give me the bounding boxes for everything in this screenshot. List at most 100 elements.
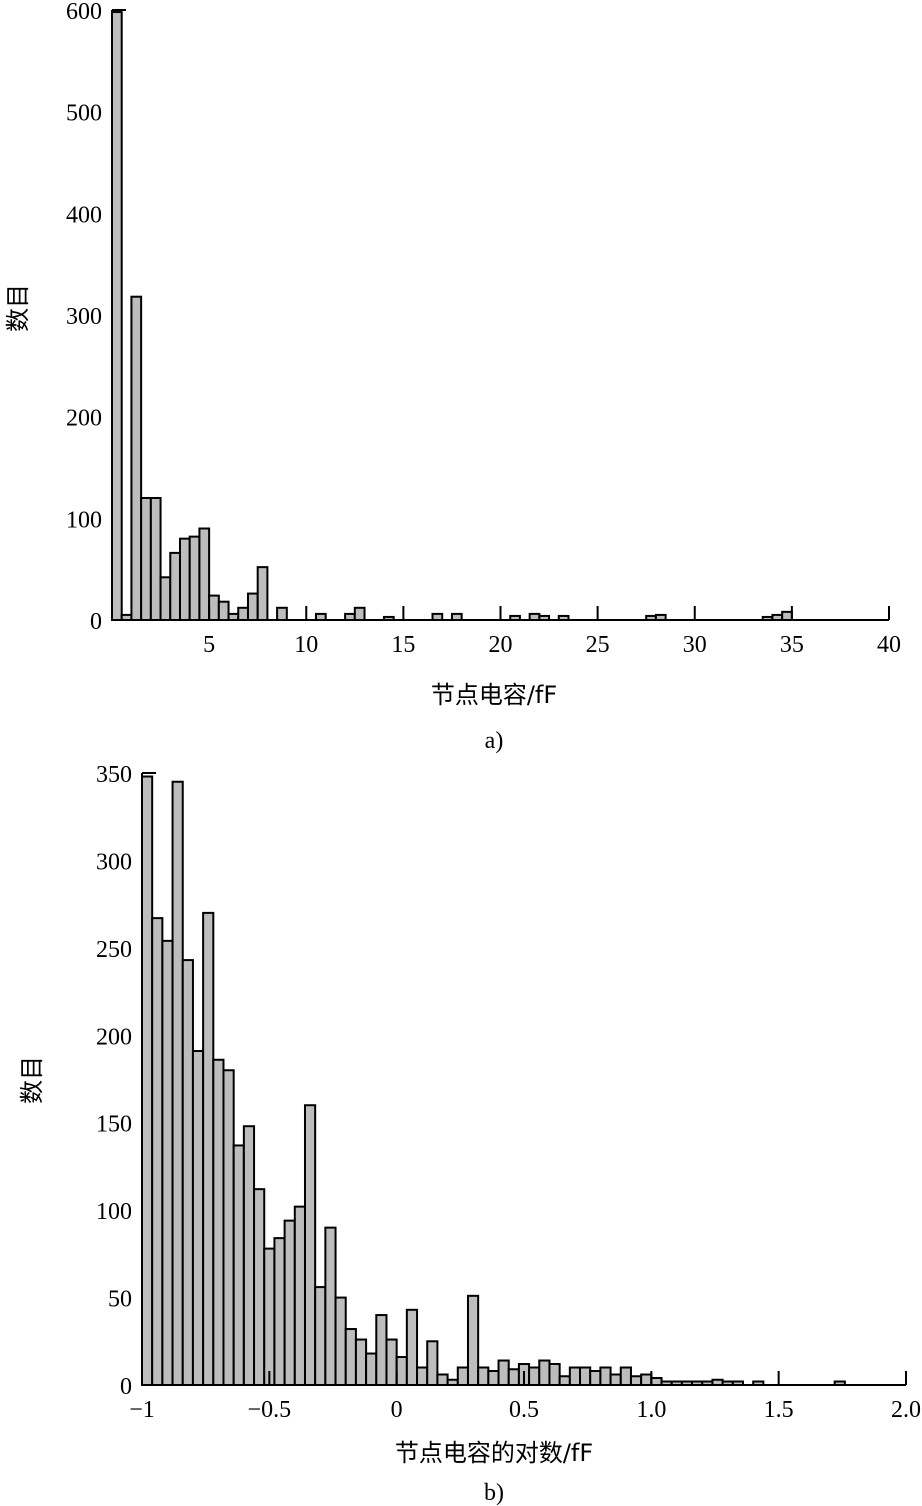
- histogram-b-bar: [497, 1359, 510, 1387]
- histogram-a-bar: [208, 594, 220, 621]
- histogram-b-y-tick-label: 0: [120, 1374, 132, 1400]
- histogram-b-y-tick-label: 250: [96, 937, 132, 963]
- histogram-a-x-tick-label: 40: [877, 632, 901, 658]
- histogram-b-x-tick-label: −1: [129, 1397, 155, 1423]
- histogram-b-bar: [589, 1370, 602, 1387]
- histogram-b-bar: [579, 1366, 592, 1386]
- histogram-a-bars: [111, 11, 793, 622]
- histogram-a-bar: [246, 592, 259, 621]
- histogram-a-bar: [237, 606, 249, 621]
- histogram-b-bar: [466, 1294, 480, 1387]
- histogram-a-bar: [149, 497, 162, 621]
- histogram-a-caption: a): [485, 728, 504, 754]
- histogram-a-x-tick-labels: 5 10 15 20 25 30 35 40: [203, 632, 901, 658]
- histogram-b-bar: [619, 1366, 632, 1386]
- histogram-b-y-tick-label: 350: [96, 762, 132, 788]
- histogram-a-bar: [198, 527, 211, 621]
- histogram-b-x-tick-label: 2.0: [891, 1397, 921, 1423]
- histogram-b-bar: [222, 1069, 235, 1387]
- histogram-b-bar: [334, 1296, 347, 1386]
- histogram-a-y-tick-label: 500: [66, 101, 102, 127]
- histogram-b-bar: [303, 1104, 317, 1386]
- histogram-a-bar: [188, 535, 201, 622]
- histogram-a-x-tick-label: 10: [294, 632, 318, 658]
- histogram-b-y-tick-label: 100: [96, 1199, 132, 1225]
- histogram-b-x-axis-label: 节点电容的对数/fF: [395, 1439, 593, 1467]
- histogram-b-bar: [405, 1308, 419, 1386]
- histogram-b-x-tick-label: 1.5: [764, 1397, 794, 1423]
- histogram-b: −1 −0.5 0 0.5 1.0 1.5 2.0 0 50 100 150 200 250 300 35…: [18, 762, 921, 1506]
- histogram-b-bar: [416, 1366, 429, 1386]
- histogram-b-bar: [568, 1366, 582, 1386]
- histogram-a-x-tick-label: 5: [203, 632, 215, 658]
- histogram-b-bar: [375, 1314, 388, 1386]
- histogram-a-y-tick-label: 200: [66, 406, 102, 432]
- histogram-a-y-tick-label: 400: [66, 202, 102, 228]
- histogram-b-y-tick-label: 200: [96, 1024, 132, 1050]
- histogram-a-y-axis-label: 数目: [4, 284, 32, 332]
- histogram-a-y-tick-labels: 0 100 200 300 400 500 600: [66, 0, 102, 635]
- histogram-b-axes: [141, 772, 907, 1386]
- histogram-a-bar: [111, 11, 123, 622]
- histogram-b-bar: [202, 911, 215, 1387]
- histogram-b-bar: [354, 1338, 368, 1386]
- histogram-b-bar: [293, 1205, 306, 1387]
- histogram-b-bars: [141, 775, 846, 1387]
- histogram-b-bar: [650, 1377, 663, 1387]
- histogram-a-axes: [111, 9, 890, 621]
- histogram-b-bar: [487, 1370, 500, 1387]
- histogram-b-bar: [161, 939, 174, 1386]
- histogram-a-bar: [256, 566, 269, 622]
- histogram-a-bar: [217, 600, 230, 622]
- histogram-b-x-tick-label: −0.5: [248, 1397, 292, 1423]
- histogram-b-bar: [528, 1366, 541, 1386]
- histogram-b-bar: [629, 1375, 643, 1387]
- histogram-a-y-tick-label: 0: [90, 609, 102, 635]
- histogram-a-bar: [130, 295, 143, 621]
- histogram-b-x-tick-label: 0.5: [509, 1397, 539, 1423]
- histogram-b-caption: b): [484, 1480, 504, 1506]
- histogram-a-x-tick-label: 25: [586, 632, 610, 658]
- histogram-b-bar: [314, 1286, 327, 1386]
- histogram-b-bar: [507, 1368, 520, 1386]
- histogram-b-bar: [477, 1366, 490, 1386]
- histogram-b-bar: [253, 1188, 266, 1387]
- histogram-b-bar: [426, 1340, 439, 1387]
- histogram-b-y-tick-label: 300: [96, 849, 132, 875]
- histogram-b-bar: [640, 1373, 653, 1386]
- histogram-b-bar: [283, 1219, 296, 1386]
- histogram-b-bar: [395, 1356, 408, 1386]
- histogram-b-x-tick-labels: −1 −0.5 0 0.5 1.0 1.5 2.0: [129, 1397, 921, 1423]
- histogram-b-bar: [436, 1373, 449, 1386]
- histogram-b-bar: [151, 917, 164, 1386]
- histogram-b-bar: [212, 1058, 225, 1387]
- histogram-a: 5 10 15 20 25 30 35 40 0 100 200 300 400 500 600 数目 节…: [4, 0, 901, 754]
- histogram-b-x-tick-label: 1.0: [636, 1397, 666, 1423]
- histogram-b-y-axis-label: 数目: [18, 1056, 46, 1104]
- histogram-b-bar: [232, 1144, 245, 1386]
- histogram-b-bar: [181, 959, 194, 1387]
- histogram-b-bar: [141, 775, 154, 1386]
- histogram-b-bar: [263, 1247, 276, 1387]
- histogram-b-bar: [273, 1237, 286, 1386]
- histogram-a-x-tick-label: 30: [683, 632, 707, 658]
- histogram-b-bar: [171, 780, 184, 1386]
- histogram-b-bar: [191, 1050, 205, 1386]
- histogram-b-bar: [242, 1125, 256, 1386]
- histogram-b-bar: [548, 1363, 561, 1386]
- histogram-a-bar: [169, 551, 181, 622]
- histogram-a-bar: [781, 610, 793, 621]
- histogram-a-x-tick-label: 15: [391, 632, 415, 658]
- histogram-b-bar: [365, 1352, 378, 1387]
- histogram-a-x-axis-label: 节点电容/fF: [431, 681, 557, 709]
- histogram-a-bar: [140, 497, 152, 621]
- histogram-b-y-tick-labels: 0 50 100 150 200 250 300 350: [96, 762, 132, 1400]
- histogram-b-y-tick-label: 150: [96, 1112, 132, 1138]
- histogram-b-bar: [344, 1328, 357, 1386]
- histogram-a-bar: [353, 606, 366, 621]
- histogram-b-bar: [538, 1359, 551, 1387]
- histogram-a-x-tick-label: 35: [780, 632, 804, 658]
- histogram-b-bar: [385, 1338, 398, 1386]
- histogram-a-y-tick-label: 300: [66, 304, 102, 330]
